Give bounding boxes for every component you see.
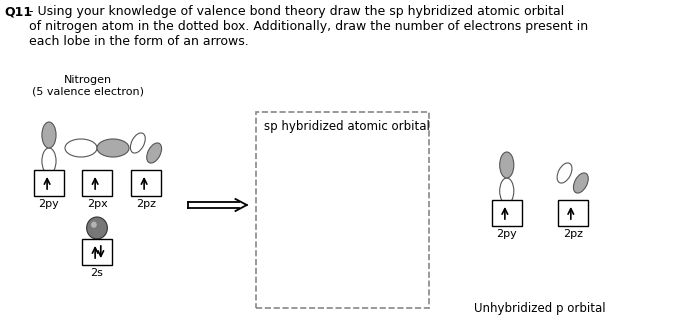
Text: sp hybridized atomic orbital: sp hybridized atomic orbital — [264, 120, 430, 133]
Text: 2pz: 2pz — [136, 199, 156, 209]
Text: 2s: 2s — [90, 268, 104, 278]
Ellipse shape — [130, 133, 146, 153]
Text: Q11: Q11 — [5, 5, 33, 18]
Text: 2py: 2py — [38, 199, 60, 209]
Ellipse shape — [573, 173, 588, 193]
Bar — [256, 112, 428, 308]
Text: - Using your knowledge of valence bond theory draw the sp hybridized atomic orbi: - Using your knowledge of valence bond t… — [29, 5, 588, 48]
Text: 2py: 2py — [496, 229, 517, 239]
Bar — [491, 200, 522, 226]
Ellipse shape — [557, 163, 572, 183]
Circle shape — [87, 217, 107, 239]
Circle shape — [91, 222, 97, 228]
Ellipse shape — [500, 178, 514, 204]
Text: 2px: 2px — [87, 199, 107, 209]
Text: Unhybridized p orbital: Unhybridized p orbital — [474, 302, 606, 315]
Ellipse shape — [97, 139, 129, 157]
Ellipse shape — [65, 139, 97, 157]
Bar — [558, 200, 588, 226]
Ellipse shape — [42, 148, 56, 174]
Ellipse shape — [500, 152, 514, 178]
Text: Nitrogen
(5 valence electron): Nitrogen (5 valence electron) — [32, 75, 144, 97]
Bar — [82, 170, 112, 196]
Ellipse shape — [147, 143, 162, 163]
Bar — [34, 170, 64, 196]
Bar — [82, 239, 112, 265]
Bar — [131, 170, 161, 196]
Text: 2pz: 2pz — [563, 229, 582, 239]
Ellipse shape — [42, 122, 56, 148]
